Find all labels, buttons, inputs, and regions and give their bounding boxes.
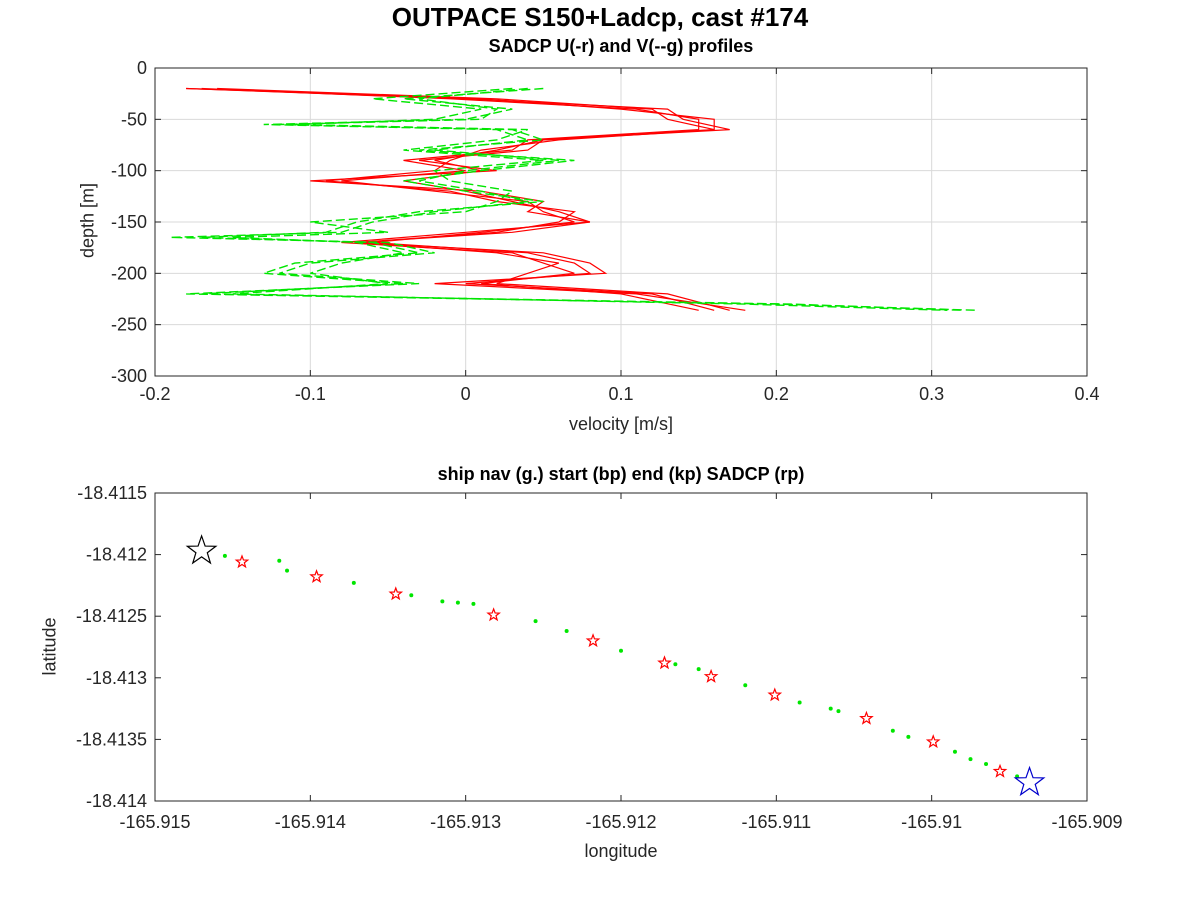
velocity-ticks: -0.2 -0.1 0 0.1 0.2 0.3 0.4 0 -50 -100 -150 -200 -25… (111, 58, 1100, 404)
ship-nav-point (952, 749, 957, 754)
sadcp-point-marker (859, 710, 874, 725)
y-tick-label: -50 (121, 109, 147, 129)
x-tick-label: 0 (461, 384, 471, 404)
start-position-star (185, 534, 218, 565)
sadcp-point-marker (585, 633, 601, 648)
ship-nav-point (409, 593, 414, 598)
sadcp-point-marker (657, 655, 672, 670)
y-tick-label: -18.412 (86, 545, 147, 565)
ship-nav-point (984, 762, 989, 767)
velocity-series-group (170, 87, 979, 311)
x-tick-label: -165.909 (1051, 812, 1122, 832)
sadcp-point-marker (234, 554, 250, 569)
nav-y-axis-label: latitude (39, 617, 60, 676)
y-tick-label: -150 (111, 212, 147, 232)
y-tick-label: -300 (111, 366, 147, 386)
ship-nav-point (533, 619, 538, 624)
ship-nav-point (564, 628, 569, 633)
x-tick-label: 0.4 (1074, 384, 1099, 404)
nav-plot-background (155, 493, 1087, 801)
sadcp-point-marker (925, 734, 941, 749)
ship-nav-point (696, 667, 701, 672)
x-tick-label: -0.2 (139, 384, 170, 404)
nav-ticks: -165.915 -165.914 -165.913 -165.912 -165.911… (76, 483, 1123, 832)
y-tick-label: -18.4115 (77, 483, 147, 503)
sadcp-point-marker (486, 607, 501, 622)
ship-nav-point (619, 648, 623, 653)
ship-nav-point (455, 600, 460, 605)
sadcp-point-marker (703, 668, 719, 683)
x-tick-label: -0.1 (295, 384, 326, 404)
x-tick-label: -165.914 (275, 812, 346, 832)
y-tick-label: -18.414 (86, 791, 147, 811)
u-velocity-profile-line (186, 87, 715, 311)
y-tick-label: -250 (111, 315, 147, 335)
sadcp-point-marker (388, 586, 404, 601)
sadcp-point-marker (309, 569, 324, 584)
ship-nav-point (890, 728, 895, 733)
ship-nav-point (440, 599, 445, 604)
figure-title: OUTPACE S150+Ladcp, cast #174 (391, 2, 809, 32)
ship-nav-point (906, 734, 911, 739)
end-position-star (1013, 765, 1046, 797)
v-velocity-profile-line (170, 87, 979, 311)
x-tick-label: -165.913 (430, 812, 501, 832)
ship-nav-point (277, 558, 282, 563)
sadcp-point-marker (767, 687, 783, 702)
nav-chart-title: ship nav (g.) start (bp) end (kp) SADCP … (437, 464, 805, 484)
x-tick-label: 0.3 (919, 384, 944, 404)
u-velocity-profile-line (217, 87, 746, 311)
x-tick-label: 0.2 (764, 384, 789, 404)
y-tick-label: -100 (111, 161, 147, 181)
x-tick-label: -165.91 (901, 812, 962, 832)
y-tick-label: 0 (137, 58, 147, 78)
ship-nav-point (968, 757, 973, 762)
nav-track-axes: -165.915 -165.914 -165.913 -165.912 -165.911… (76, 483, 1123, 832)
ship-nav-point (351, 580, 356, 585)
velocity-y-axis-label: depth [m] (77, 182, 98, 259)
y-tick-label: -18.4125 (76, 606, 147, 626)
ship-nav-point (797, 700, 802, 705)
velocity-chart-title: SADCP U(-r) and V(--g) profiles (488, 36, 754, 56)
y-tick-label: -18.4135 (76, 729, 147, 749)
x-tick-label: -165.911 (741, 812, 811, 832)
sadcp-point-marker (992, 763, 1008, 778)
nav-series-group (185, 534, 1046, 797)
velocity-profile-axes: -0.2 -0.1 0 0.1 0.2 0.3 0.4 0 -50 -100 -150 -200 -25… (111, 58, 1100, 404)
ship-nav-point (743, 683, 748, 688)
y-tick-label: -18.413 (86, 668, 147, 688)
x-tick-label: -165.915 (119, 812, 190, 832)
ship-nav-point (222, 553, 227, 558)
ship-nav-point (673, 662, 678, 667)
u-velocity-profile-line (186, 87, 730, 311)
ship-nav-point (285, 568, 290, 573)
x-tick-label: 0.1 (608, 384, 633, 404)
u-velocity-profile-line (201, 87, 715, 311)
x-tick-label: -165.912 (585, 812, 656, 832)
y-tick-label: -200 (111, 263, 147, 283)
v-velocity-profile-line (201, 87, 963, 311)
velocity-x-axis-label: velocity [m/s] (568, 414, 674, 434)
ship-nav-point (828, 706, 833, 711)
ship-nav-point (836, 709, 841, 714)
nav-x-axis-label: longitude (584, 841, 658, 861)
ship-nav-point (471, 601, 476, 606)
